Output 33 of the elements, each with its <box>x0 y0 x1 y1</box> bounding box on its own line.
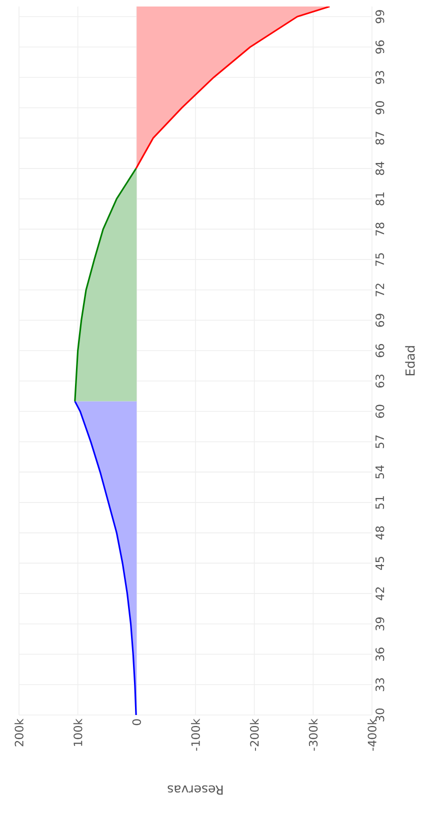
y-tick-label: 60 <box>376 404 384 418</box>
y-tick-label: 99 <box>376 10 384 24</box>
y-tick-label: 63 <box>376 374 384 388</box>
y-tick-label: 57 <box>376 435 384 448</box>
y-tick-label: 36 <box>376 648 384 661</box>
y-tick-label: 78 <box>376 222 384 236</box>
y-tick-label: 93 <box>376 70 384 84</box>
y-tick-label: 51 <box>376 496 384 509</box>
x-tick-label: -100k <box>191 718 200 751</box>
y-tick-label: 39 <box>376 617 384 630</box>
y-tick-label: 72 <box>376 284 384 296</box>
y-tick-label: 81 <box>376 192 384 206</box>
x-tick-label: -300k <box>308 718 318 751</box>
x-axis-title: Reservas <box>168 785 223 795</box>
y-tick-label: 42 <box>376 587 384 600</box>
y-tick-label: 54 <box>376 465 384 479</box>
y-tick-label: 90 <box>376 101 384 114</box>
y-tick-label: 45 <box>376 556 384 570</box>
y-tick-label: 84 <box>376 162 384 175</box>
y-axis-title: Edad <box>405 346 415 376</box>
y-tick-label: 96 <box>376 40 384 54</box>
y-tick-label: 75 <box>376 253 384 266</box>
x-tick-label: -400k <box>368 718 376 751</box>
x-tick-label: 100k <box>73 718 82 746</box>
y-tick-label: 48 <box>376 526 384 540</box>
y-tick-label: 69 <box>376 314 384 327</box>
y-tick-label: 87 <box>376 132 384 145</box>
y-tick-label: 66 <box>376 344 384 358</box>
y-tick-label: 30 <box>376 708 384 722</box>
y-tick-label: 33 <box>376 678 384 692</box>
x-tick-label: 200k <box>14 718 24 746</box>
x-tick-label: 0 <box>132 719 142 726</box>
x-tick-label: -200k <box>250 718 259 751</box>
